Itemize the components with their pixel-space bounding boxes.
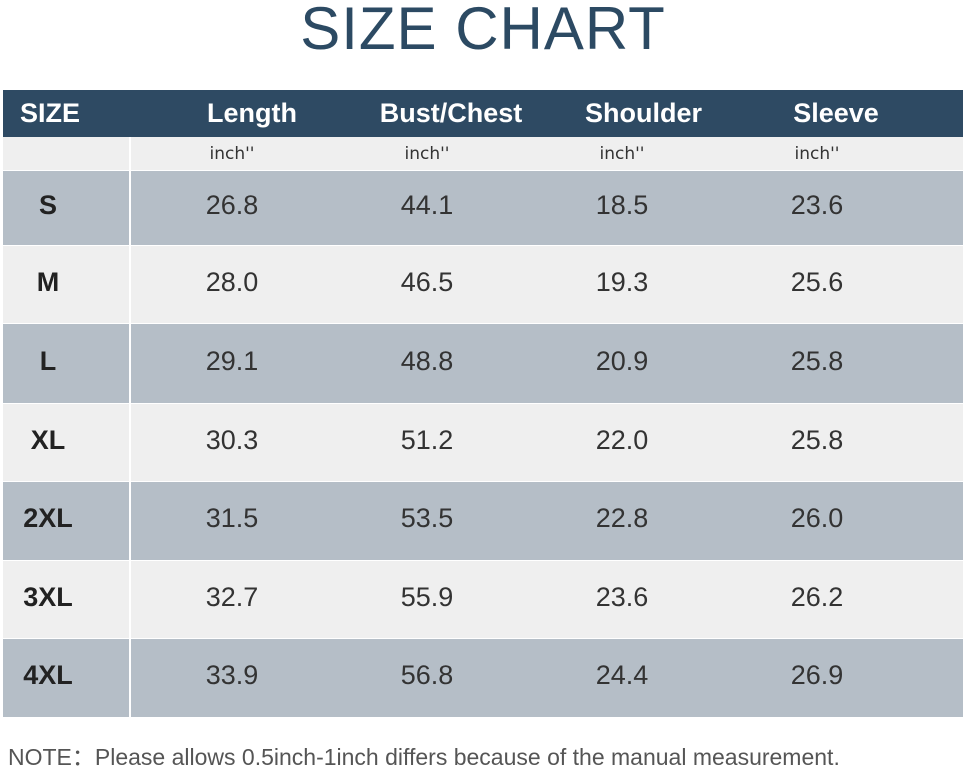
measurement: 48.8 [400, 345, 454, 376]
measurement: 33.9 [205, 660, 259, 690]
unit-label: inch'' [599, 143, 645, 164]
measurement: 23.6 [790, 190, 844, 220]
header-row [3, 90, 963, 137]
divider [129, 638, 131, 717]
measurement: 55.9 [400, 581, 454, 612]
measurement: 53.5 [400, 503, 454, 533]
column-header: Bust/Chest [379, 98, 523, 128]
measurement: 20.9 [595, 345, 649, 376]
size-label: 2XL [23, 503, 73, 533]
measurement: 25.8 [790, 345, 844, 376]
divider [129, 170, 131, 245]
measurement: 32.7 [205, 581, 259, 612]
size-label: 4XL [23, 660, 73, 690]
measurement: 30.3 [205, 424, 259, 455]
measurement: 29.1 [205, 345, 259, 376]
unit-label: inch'' [794, 143, 840, 164]
row-bg [3, 403, 963, 481]
measurement: 23.6 [595, 581, 649, 612]
measurement: 18.5 [595, 190, 649, 220]
column-header: SIZE [19, 98, 80, 128]
column-header: Shoulder [584, 98, 702, 128]
unit-label: inch'' [404, 143, 450, 164]
title: SIZE CHART [300, 0, 666, 62]
measurement: 22.8 [595, 503, 649, 533]
measurement: 19.3 [595, 266, 649, 297]
measurement: 25.6 [790, 266, 844, 297]
row-bg [3, 481, 963, 560]
row-bg [3, 323, 963, 403]
column-header: Length [207, 98, 297, 128]
size-label: L [39, 345, 57, 376]
row-bg [3, 560, 963, 638]
size-label: 3XL [23, 581, 73, 612]
divider [129, 403, 131, 481]
size-label: M [36, 266, 60, 297]
size-label: S [38, 190, 57, 220]
divider [129, 323, 131, 403]
note: NOTE：Please allows 0.5inch-1inch differs… [8, 744, 840, 770]
size-label: XL [30, 424, 66, 455]
measurement: 26.9 [790, 660, 844, 690]
measurement: 46.5 [400, 266, 454, 297]
column-header: Sleeve [793, 98, 879, 128]
row-bg [3, 245, 963, 323]
measurement: 26.8 [205, 190, 259, 220]
units-row [3, 137, 963, 170]
divider [129, 560, 131, 638]
divider [129, 245, 131, 323]
measurement: 22.0 [595, 424, 649, 455]
measurement: 26.0 [790, 503, 844, 533]
measurement: 28.0 [205, 266, 259, 297]
measurement: 26.2 [790, 581, 844, 612]
row-bg [3, 638, 963, 717]
row-bg [3, 170, 963, 245]
measurement: 31.5 [205, 503, 259, 533]
unit-label: inch'' [209, 143, 255, 164]
measurement: 44.1 [400, 190, 454, 220]
measurement: 25.8 [790, 424, 844, 455]
divider [129, 481, 131, 560]
measurement: 24.4 [595, 660, 649, 690]
measurement: 56.8 [400, 660, 454, 690]
measurement: 51.2 [400, 424, 454, 455]
